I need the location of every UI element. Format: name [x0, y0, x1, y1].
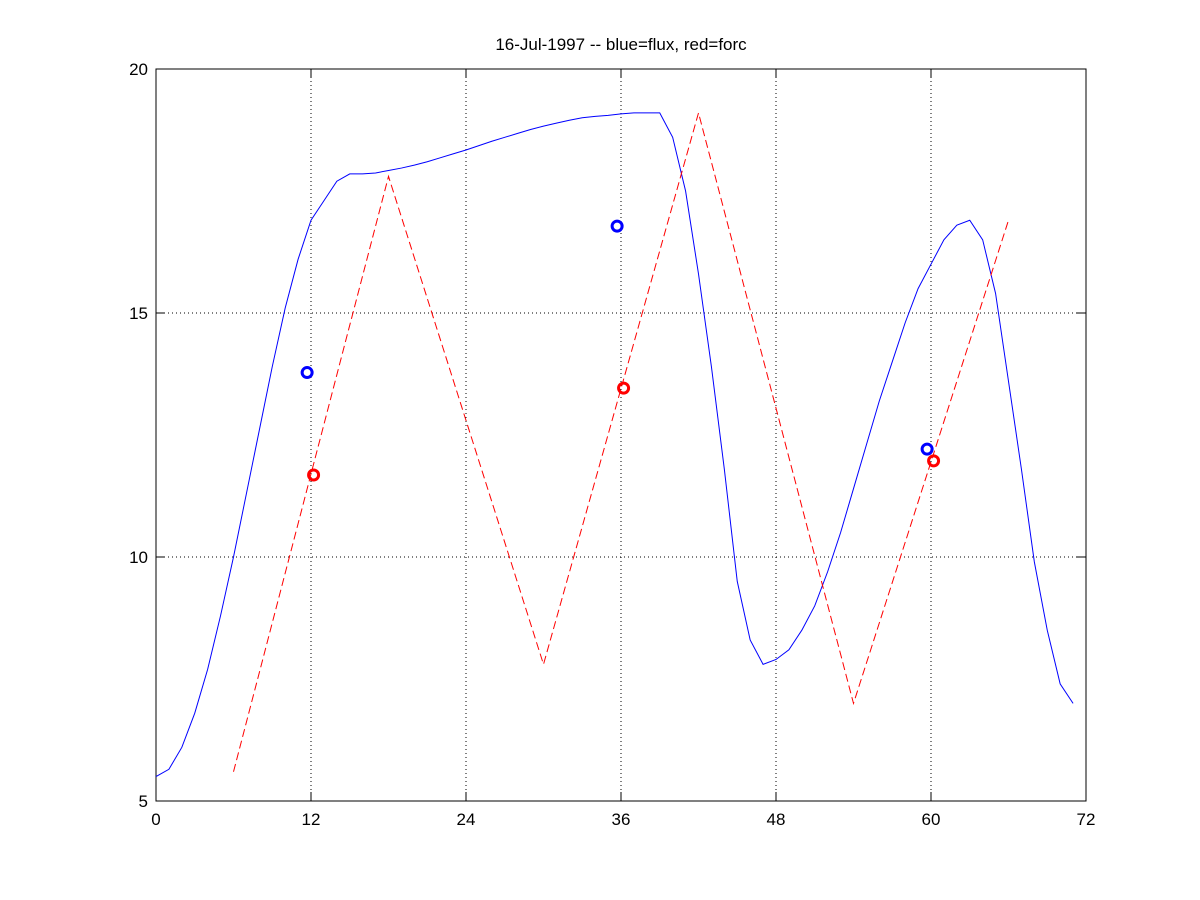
data-point: [927, 454, 941, 468]
chart-title: 16-Jul-1997 -- blue=flux, red=forc: [495, 35, 747, 54]
y-tick-label: 10: [129, 548, 148, 567]
axes-box: [155, 68, 1087, 802]
x-tick-label: 24: [457, 810, 476, 829]
x-tick-label: 0: [151, 810, 160, 829]
data-point: [920, 442, 934, 456]
data-point: [307, 468, 321, 482]
data-point: [610, 219, 624, 233]
y-tick-label: 20: [129, 60, 148, 79]
series-line: [155, 112, 1074, 778]
data-point: [300, 366, 314, 380]
x-tick-label: 36: [612, 810, 631, 829]
y-tick-label: 15: [129, 304, 148, 323]
y-tick-label: 5: [139, 792, 148, 811]
data-point: [617, 381, 631, 395]
x-tick-label: 60: [922, 810, 941, 829]
x-tick-label: 12: [302, 810, 321, 829]
x-tick-label: 48: [767, 810, 786, 829]
x-tick-label: 72: [1077, 810, 1096, 829]
series-line: [233, 111, 1009, 772]
